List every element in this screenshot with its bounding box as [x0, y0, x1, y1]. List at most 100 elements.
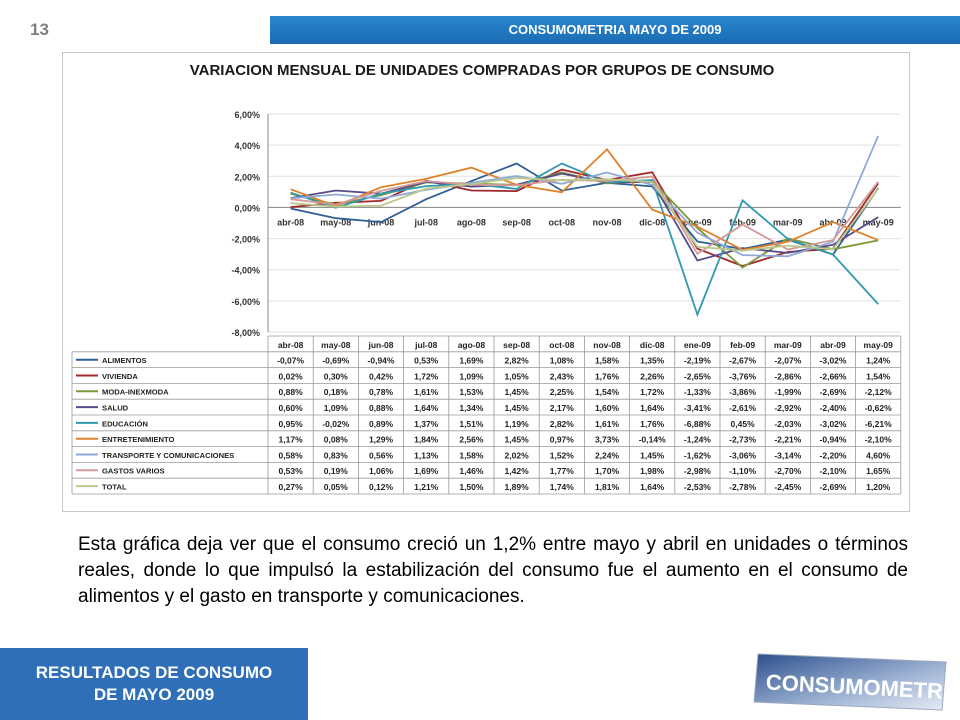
- data-cell: 1,50%: [459, 482, 484, 492]
- legend-label: VIVIENDA: [102, 372, 138, 381]
- data-cell: -3,14%: [774, 450, 801, 460]
- data-cell: 0,08%: [324, 435, 349, 445]
- body-text: Esta gráfica deja ver que el consumo cre…: [78, 534, 908, 607]
- data-cell: -2,61%: [729, 403, 756, 413]
- data-cell: -6,21%: [865, 419, 892, 429]
- data-cell: -0,14%: [639, 435, 666, 445]
- data-cell: -6,88%: [684, 419, 711, 429]
- data-cell: 1,58%: [595, 356, 620, 366]
- x-tick-label: mar-09: [773, 217, 803, 227]
- data-cell: 1,54%: [595, 387, 620, 397]
- data-cell: -1,24%: [684, 435, 711, 445]
- data-cell: 2,26%: [640, 371, 665, 381]
- data-cell: -2,92%: [774, 403, 801, 413]
- y-tick-label: 0,00%: [234, 203, 260, 213]
- table-header-cell: may-08: [321, 340, 351, 350]
- data-cell: 1,58%: [459, 450, 484, 460]
- data-cell: 1,09%: [459, 371, 484, 381]
- series-line: [290, 162, 879, 318]
- data-cell: -2,03%: [774, 419, 801, 429]
- data-cell: 0,53%: [279, 466, 304, 476]
- data-cell: 1,53%: [459, 387, 484, 397]
- x-tick-label: jul-08: [413, 217, 438, 227]
- data-cell: -0,07%: [277, 356, 304, 366]
- data-cell: -0,62%: [865, 403, 892, 413]
- data-cell: 1,34%: [459, 403, 484, 413]
- x-tick-label: ago-08: [457, 217, 486, 227]
- data-cell: 1,20%: [866, 482, 891, 492]
- y-tick-label: -2,00%: [231, 235, 260, 245]
- data-cell: 1,74%: [550, 482, 575, 492]
- x-tick-label: abr-08: [277, 217, 304, 227]
- data-cell: 0,89%: [369, 419, 394, 429]
- data-cell: -0,69%: [322, 356, 349, 366]
- y-tick-label: 6,00%: [234, 110, 260, 120]
- series-line: [290, 162, 879, 256]
- x-tick-label: sep-08: [502, 217, 531, 227]
- data-cell: 0,97%: [550, 435, 575, 445]
- legend-label: TRANSPORTE Y COMUNICACIONES: [102, 451, 234, 460]
- data-cell: 1,70%: [595, 466, 620, 476]
- data-cell: -2,20%: [820, 450, 847, 460]
- data-cell: 0,56%: [369, 450, 394, 460]
- data-cell: 1,51%: [459, 419, 484, 429]
- data-cell: 1,69%: [459, 356, 484, 366]
- data-cell: 1,42%: [505, 466, 530, 476]
- table-header-cell: oct-08: [549, 340, 574, 350]
- data-cell: 0,45%: [731, 419, 756, 429]
- data-cell: 1,37%: [414, 419, 439, 429]
- data-cell: 0,02%: [279, 371, 304, 381]
- data-cell: 1,45%: [640, 450, 665, 460]
- data-cell: 1,77%: [550, 466, 575, 476]
- x-tick-label: oct-08: [549, 217, 576, 227]
- data-cell: 2,02%: [505, 450, 530, 460]
- data-cell: -2,78%: [729, 482, 756, 492]
- data-cell: -2,67%: [729, 356, 756, 366]
- data-cell: 0,27%: [279, 482, 304, 492]
- data-cell: 1,06%: [369, 466, 394, 476]
- data-cell: 1,84%: [414, 435, 439, 445]
- data-cell: 3,73%: [595, 435, 620, 445]
- data-cell: 1,64%: [640, 482, 665, 492]
- table-header-cell: ene-09: [684, 340, 711, 350]
- data-cell: 1,19%: [505, 419, 530, 429]
- data-cell: 2,82%: [550, 419, 575, 429]
- header-title: CONSUMOMETRIA MAYO DE 2009: [270, 16, 960, 44]
- x-tick-label: feb-09: [729, 217, 756, 227]
- data-cell: -2,19%: [684, 356, 711, 366]
- data-cell: 0,58%: [279, 450, 304, 460]
- data-cell: -3,76%: [729, 371, 756, 381]
- data-cell: 2,24%: [595, 450, 620, 460]
- data-cell: -3,02%: [820, 356, 847, 366]
- table-header-cell: nov-08: [593, 340, 621, 350]
- series-line: [290, 147, 879, 251]
- data-cell: 1,64%: [414, 403, 439, 413]
- data-cell: 0,83%: [324, 450, 349, 460]
- data-cell: -2,65%: [684, 371, 711, 381]
- data-cell: 1,17%: [279, 435, 304, 445]
- data-cell: 1,29%: [369, 435, 394, 445]
- data-cell: 1,72%: [640, 387, 665, 397]
- data-cell: -2,69%: [820, 387, 847, 397]
- data-cell: 0,30%: [324, 371, 349, 381]
- table-header-cell: may-09: [864, 340, 894, 350]
- data-cell: 1,65%: [866, 466, 891, 476]
- data-cell: 1,64%: [640, 403, 665, 413]
- data-cell: -1,62%: [684, 450, 711, 460]
- y-tick-label: -4,00%: [231, 266, 260, 276]
- legend-label: EDUCACIÓN: [102, 419, 148, 428]
- data-cell: -2,86%: [774, 371, 801, 381]
- legend-label: GASTOS VARIOS: [102, 467, 165, 476]
- data-cell: 1,98%: [640, 466, 665, 476]
- data-cell: 1,21%: [414, 482, 439, 492]
- data-cell: 1,46%: [459, 466, 484, 476]
- data-cell: 0,18%: [324, 387, 349, 397]
- data-cell: 2,43%: [550, 371, 575, 381]
- y-tick-label: -8,00%: [231, 328, 260, 338]
- data-cell: -1,33%: [684, 387, 711, 397]
- data-cell: 1,05%: [505, 371, 530, 381]
- chart-title: VARIACION MENSUAL DE UNIDADES COMPRADAS …: [189, 62, 775, 79]
- data-cell: 2,17%: [550, 403, 575, 413]
- data-cell: 0,05%: [324, 482, 349, 492]
